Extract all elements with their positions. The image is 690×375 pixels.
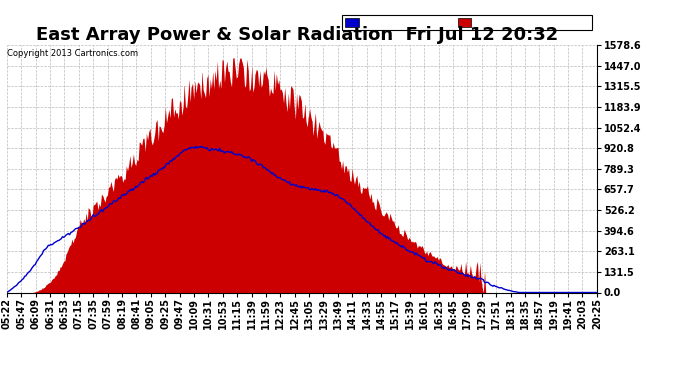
Text: East Array Power & Solar Radiation  Fri Jul 12 20:32: East Array Power & Solar Radiation Fri J… (36, 26, 558, 44)
Text: Copyright 2013 Cartronics.com: Copyright 2013 Cartronics.com (7, 49, 138, 58)
Legend: Radiation (w/m2), East Array (DC Watts): Radiation (w/m2), East Array (DC Watts) (342, 15, 592, 30)
